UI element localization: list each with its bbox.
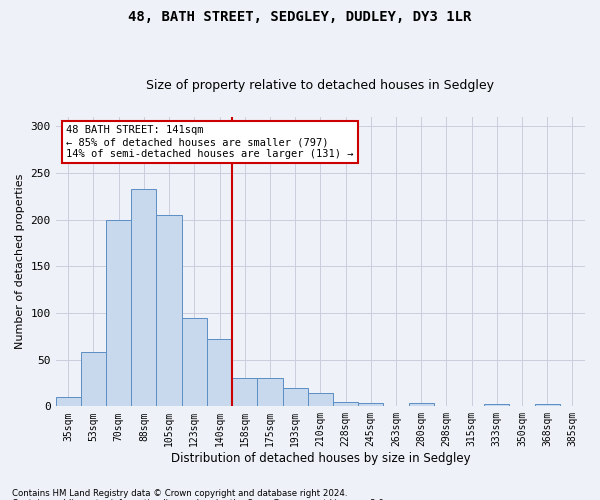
Bar <box>232 378 257 406</box>
Bar <box>106 220 131 406</box>
Bar <box>333 402 358 406</box>
Text: 48, BATH STREET, SEDGLEY, DUDLEY, DY3 1LR: 48, BATH STREET, SEDGLEY, DUDLEY, DY3 1L… <box>128 10 472 24</box>
Bar <box>257 378 283 406</box>
Bar <box>308 394 333 406</box>
Y-axis label: Number of detached properties: Number of detached properties <box>15 174 25 349</box>
Text: 48 BATH STREET: 141sqm
← 85% of detached houses are smaller (797)
14% of semi-de: 48 BATH STREET: 141sqm ← 85% of detached… <box>66 126 354 158</box>
Bar <box>484 404 509 406</box>
Bar <box>409 402 434 406</box>
X-axis label: Distribution of detached houses by size in Sedgley: Distribution of detached houses by size … <box>170 452 470 465</box>
Bar <box>207 339 232 406</box>
Bar <box>182 318 207 406</box>
Bar <box>358 402 383 406</box>
Bar <box>535 404 560 406</box>
Bar <box>56 397 81 406</box>
Text: Contains HM Land Registry data © Crown copyright and database right 2024.: Contains HM Land Registry data © Crown c… <box>12 488 347 498</box>
Text: Contains public sector information licensed under the Open Government Licence v3: Contains public sector information licen… <box>12 498 386 500</box>
Bar <box>81 352 106 406</box>
Bar <box>131 188 157 406</box>
Title: Size of property relative to detached houses in Sedgley: Size of property relative to detached ho… <box>146 79 494 92</box>
Bar <box>283 388 308 406</box>
Bar <box>157 215 182 406</box>
